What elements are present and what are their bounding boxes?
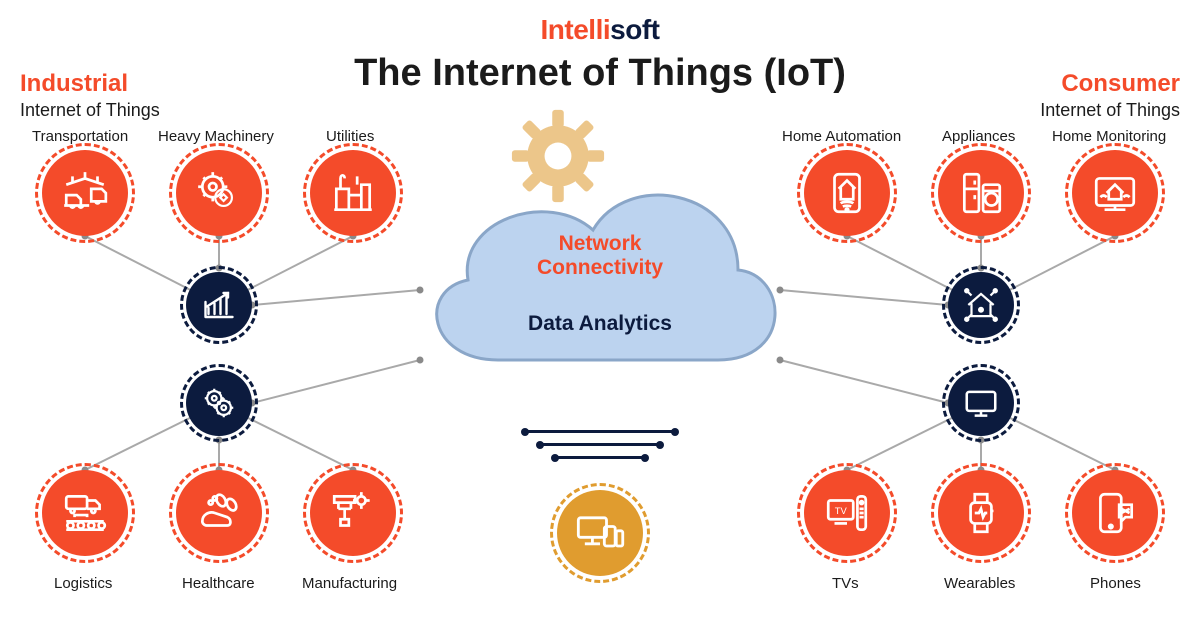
cloud: NetworkConnectivity Data Analytics [408,150,792,410]
label-healthcare: Healthcare [182,575,255,592]
cloud-text-2: Data Analytics [528,312,672,336]
label-logistics: Logistics [54,575,112,592]
cloud-text-1: NetworkConnectivity [537,232,663,280]
node-phones [1072,470,1158,556]
section-consumer: Consumer Internet of Things [1040,70,1180,121]
section-industrial: Industrial Internet of Things [20,70,160,121]
node-home-monitoring [1072,150,1158,236]
label-utilities: Utilities [326,128,374,145]
hub-industrial-bottom [186,370,252,436]
node-healthcare [176,470,262,556]
node-tvs: TV [804,470,890,556]
section-sub-industrial: Internet of Things [20,100,160,121]
label-tvs: TVs [832,575,859,592]
label-appliances: Appliances [942,128,1015,145]
label-transportation: Transportation [32,128,128,145]
section-sub-consumer: Internet of Things [1040,100,1180,121]
section-title-consumer: Consumer [1040,70,1180,98]
node-heavy-machinery [176,150,262,236]
node-transportation [42,150,128,236]
node-home-automation [804,150,890,236]
hub-consumer-top [948,272,1014,338]
node-wearables [938,470,1024,556]
section-title-industrial: Industrial [20,70,160,98]
node-utilities [310,150,396,236]
page-title: The Internet of Things (IoT) [354,52,846,95]
brand-logo: Intellisoft [541,14,660,46]
label-home-monitoring: Home Monitoring [1052,128,1166,145]
label-phones: Phones [1090,575,1141,592]
node-logistics [42,470,128,556]
server-icon [520,420,680,469]
node-devices [557,490,643,576]
label-manufacturing: Manufacturing [302,575,397,592]
hub-industrial-top [186,272,252,338]
hub-consumer-bottom [948,370,1014,436]
node-manufacturing [310,470,396,556]
brand-part1: Intelli [541,14,611,45]
brand-part2: soft [610,14,659,45]
label-heavy-machinery: Heavy Machinery [158,128,274,145]
label-wearables: Wearables [944,575,1015,592]
svg-text:TV: TV [835,506,848,516]
node-appliances [938,150,1024,236]
label-home-automation: Home Automation [782,128,901,145]
